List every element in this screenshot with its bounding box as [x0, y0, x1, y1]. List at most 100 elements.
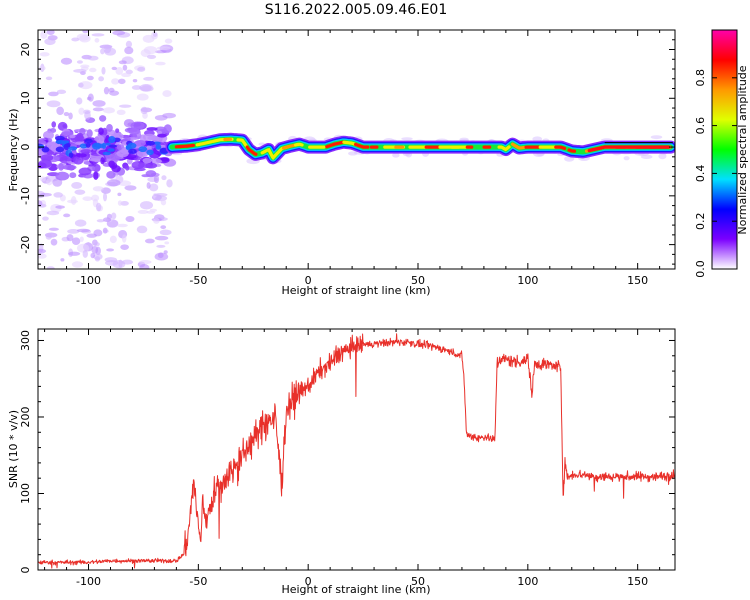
spectrogram-noise-blob — [58, 162, 64, 171]
spectrogram-noise-blob — [94, 38, 100, 43]
spectrogram-noise-blob — [118, 180, 132, 187]
ridge-hot-segment — [195, 140, 214, 147]
spectrogram-x-tick-label: 100 — [517, 274, 538, 287]
spectrogram-core-blob — [108, 144, 117, 148]
snr-x-tick-label: -50 — [189, 575, 207, 588]
spectrogram-noise-blob — [153, 193, 168, 197]
spectrogram-core-blob — [55, 146, 65, 153]
spectrogram-noise-blob — [116, 109, 126, 115]
chart-title: S116.2022.005.09.46.E01 — [264, 2, 448, 18]
spectrogram-noise-blob — [46, 178, 53, 186]
spectrogram-noise-blob — [73, 69, 87, 73]
spectrogram-noise-blob — [142, 157, 152, 164]
spectrogram-noise-blob — [154, 114, 168, 121]
spectrogram-noise-blob — [117, 200, 123, 206]
spectrogram-noise-blob — [160, 157, 170, 162]
spectrogram-noise-blob — [137, 66, 146, 72]
spectrogram-core-blob — [102, 151, 112, 156]
spectrogram-core-blob — [68, 152, 74, 158]
snr-series-line — [38, 333, 675, 569]
spectrogram-noise-blob — [71, 181, 83, 189]
snr-y-tick-label: 0 — [19, 567, 32, 574]
spectrogram-noise-blob — [159, 229, 172, 236]
spectrogram-noise-blob — [161, 175, 167, 181]
spectrogram-noise-blob — [84, 110, 91, 120]
spectrogram-core-blob — [146, 140, 156, 146]
spectrogram-noise-blob — [106, 170, 116, 179]
spectrogram-noise-blob — [40, 30, 48, 39]
spectrogram-y-axis-label: Frequency (Hz) — [7, 109, 20, 192]
spectrogram-noise-blob — [38, 65, 46, 71]
ridge-hot-segment — [497, 145, 511, 152]
colorbar: 0.0 0.2 0.4 0.6 0.8 Normalized spectral ampl… — [694, 29, 749, 278]
spectrogram-noise-blob — [68, 112, 73, 120]
spectrogram-noise-blob — [92, 186, 104, 192]
spectrogram-core-blob — [55, 135, 65, 141]
spectrogram-haze-blob — [347, 151, 358, 156]
spectrogram-noise-blob — [60, 57, 73, 65]
spectrogram-noise-blob — [63, 111, 70, 117]
spectrogram-noise-blob — [118, 78, 126, 85]
colorbar-tick-label: 0.0 — [694, 260, 707, 278]
spectrogram-noise-blob — [38, 248, 47, 254]
spectrogram-noise-blob — [88, 67, 97, 73]
spectrogram-noise-blob — [149, 183, 159, 192]
spectrogram-x-tick-label: 150 — [627, 274, 648, 287]
spectrogram-noise-blob — [117, 192, 122, 197]
spectrogram-noise-blob — [104, 47, 117, 56]
spectrogram-haze-blob — [658, 153, 667, 160]
spectrogram-noise-blob — [100, 157, 105, 165]
colorbar-tick-label: 0.6 — [694, 117, 707, 135]
spectrogram-noise-blob — [94, 135, 105, 144]
spectrogram-core-blob — [105, 142, 111, 146]
spectrogram-noise-blob — [50, 238, 58, 246]
spectrogram-noise-blob — [82, 196, 93, 201]
spectrogram-noise-blob — [160, 199, 167, 206]
spectrogram-core-blob — [55, 140, 66, 144]
spectrogram-noise-blob — [103, 217, 112, 223]
spectrogram-x-tick-label: -100 — [76, 274, 101, 287]
spectrogram-noise-blob — [89, 158, 101, 162]
spectrogram-noise-blob — [163, 124, 172, 134]
spectrogram-noise-blob — [157, 130, 163, 135]
spectrogram-y-ticks: -20 -10 0 10 20 — [19, 29, 675, 265]
spectrogram-noise-blob — [42, 216, 49, 221]
spectrogram-noise-blob — [154, 235, 169, 241]
spectrogram-noise-blob — [69, 134, 76, 139]
spectrogram-noise-blob — [137, 209, 149, 214]
spectrogram-noise-blob — [146, 210, 156, 214]
spectrogram-x-tick-label: 50 — [411, 274, 425, 287]
spectrogram-haze-blob — [532, 136, 543, 142]
spectrogram-noise-blob — [55, 205, 65, 209]
spectrogram-noise-blob — [121, 259, 134, 265]
snr-x-ticks: -100 -50 0 50 100 150 — [44, 329, 661, 588]
spectrogram-noise-blob — [98, 127, 104, 135]
spectrogram-noise-blob — [144, 238, 155, 244]
colorbar-tick-label: 0.8 — [694, 69, 707, 87]
spectrogram-noise-blob — [61, 131, 74, 136]
snr-x-tick-label: 50 — [411, 575, 425, 588]
spectrogram-noise-blob — [132, 78, 138, 83]
colorbar-tick-label: 0.4 — [694, 165, 707, 183]
spectrogram-noise-blob — [153, 217, 160, 224]
spectrogram-noise-blob — [63, 213, 71, 218]
spectrogram-noise-blob — [164, 38, 173, 44]
spectrogram-noise-blob — [67, 228, 80, 234]
spectrogram-noise-blob — [91, 194, 100, 202]
spectrogram-noise-blob — [79, 236, 84, 242]
spectrogram-noise-blob — [86, 75, 94, 81]
snr-x-tick-label: 0 — [305, 575, 312, 588]
spectrogram-noise-blob — [78, 107, 85, 115]
spectrogram-noise-blob — [77, 82, 84, 88]
spectrogram-noise-blob — [46, 210, 60, 216]
snr-x-tick-label: 100 — [517, 575, 538, 588]
colorbar-tick-label: 0.2 — [694, 212, 707, 230]
spectrogram-y-tick-label: 20 — [19, 43, 32, 57]
spectrogram-noise-blob — [146, 54, 157, 59]
spectrogram-noise-blob — [70, 196, 77, 205]
spectrogram-noise-blob — [155, 61, 166, 66]
spectrogram-core-blob — [38, 144, 45, 149]
spectrogram-noise-blob — [146, 127, 158, 131]
spectrogram-noise-blob — [120, 201, 129, 206]
